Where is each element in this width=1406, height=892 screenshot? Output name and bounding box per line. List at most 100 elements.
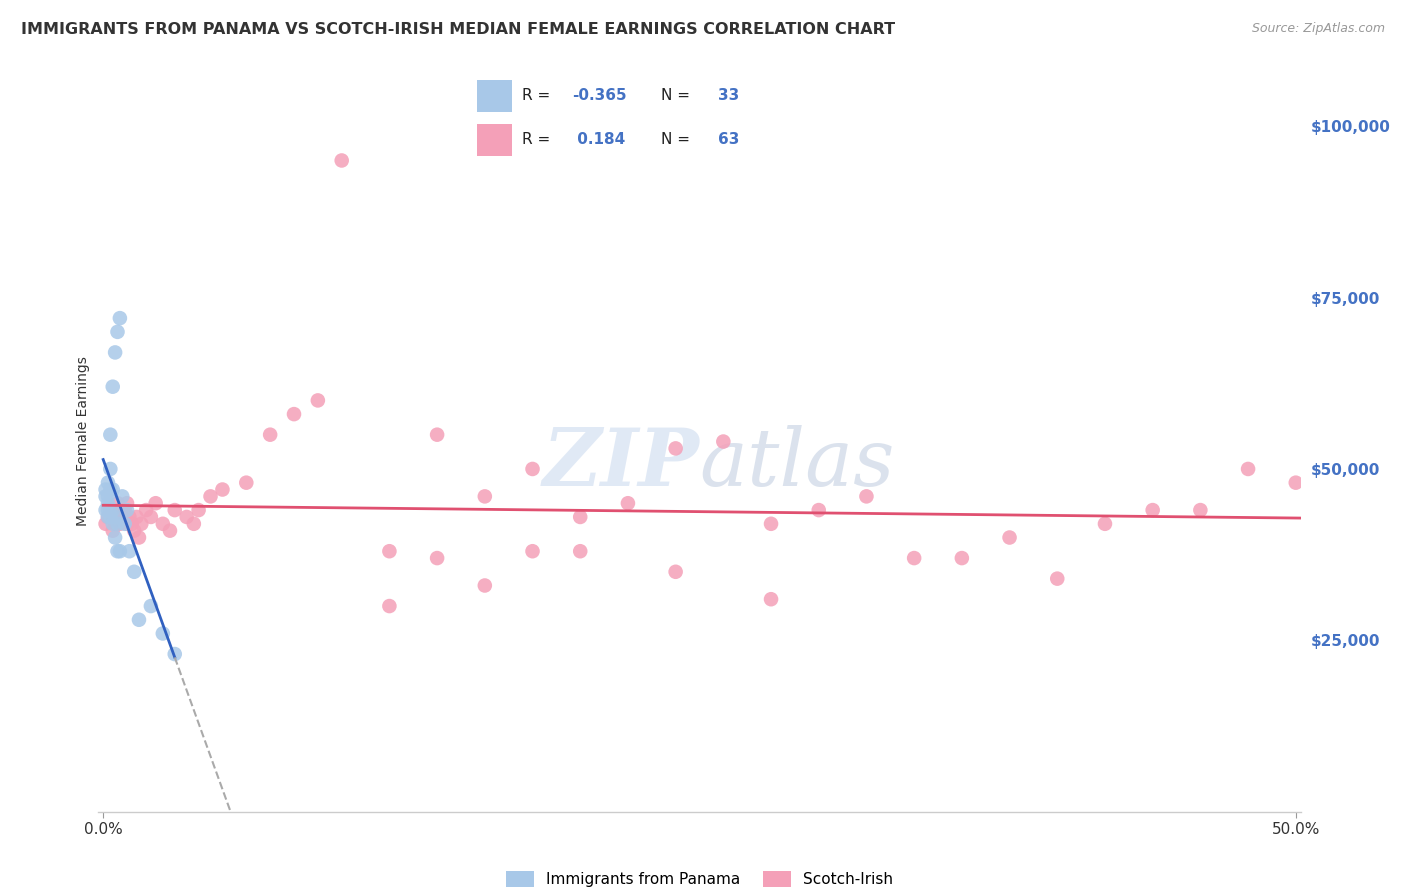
- Point: [426, 427, 449, 442]
- Point: [98, 427, 121, 442]
- Point: [235, 475, 257, 490]
- Point: [97, 503, 120, 517]
- Point: [101, 524, 124, 538]
- Point: [474, 489, 496, 503]
- Text: ZIP: ZIP: [543, 425, 699, 502]
- Point: [107, 496, 129, 510]
- Point: [114, 503, 136, 517]
- Text: N =: N =: [661, 132, 695, 147]
- Point: [128, 613, 150, 627]
- Point: [378, 544, 401, 558]
- Point: [474, 578, 496, 592]
- Point: [101, 516, 124, 531]
- Point: [522, 544, 544, 558]
- Point: [115, 496, 138, 510]
- Point: [94, 516, 117, 531]
- Point: [1046, 572, 1069, 586]
- Point: [1237, 462, 1260, 476]
- Point: [259, 427, 281, 442]
- Point: [104, 503, 127, 517]
- Point: [176, 510, 198, 524]
- Point: [665, 442, 688, 456]
- FancyBboxPatch shape: [478, 124, 512, 156]
- Text: -0.365: -0.365: [572, 88, 627, 103]
- Point: [159, 524, 181, 538]
- Point: [135, 503, 157, 517]
- Point: [125, 510, 148, 524]
- Text: 33: 33: [718, 88, 740, 103]
- Point: [163, 503, 186, 517]
- Point: [107, 510, 129, 524]
- Point: [107, 544, 129, 558]
- Point: [121, 516, 143, 531]
- Point: [1142, 503, 1164, 517]
- Point: [807, 503, 830, 517]
- Point: [522, 462, 544, 476]
- Point: [107, 325, 129, 339]
- Point: [1285, 475, 1308, 490]
- Point: [108, 311, 131, 326]
- Point: [97, 475, 120, 490]
- Point: [115, 516, 138, 531]
- Point: [998, 531, 1021, 545]
- Point: [122, 524, 145, 538]
- Point: [104, 531, 127, 545]
- Text: 0.184: 0.184: [572, 132, 626, 147]
- Text: IMMIGRANTS FROM PANAMA VS SCOTCH-IRISH MEDIAN FEMALE EARNINGS CORRELATION CHART: IMMIGRANTS FROM PANAMA VS SCOTCH-IRISH M…: [21, 22, 896, 37]
- Point: [111, 489, 134, 503]
- Point: [122, 565, 145, 579]
- Point: [101, 510, 124, 524]
- Point: [101, 380, 124, 394]
- Text: R =: R =: [522, 132, 555, 147]
- Point: [101, 503, 124, 517]
- Point: [211, 483, 233, 497]
- Point: [97, 496, 120, 510]
- Point: [104, 516, 127, 531]
- Y-axis label: Median Female Earnings: Median Female Earnings: [76, 357, 90, 526]
- Point: [1189, 503, 1212, 517]
- Point: [617, 496, 640, 510]
- Point: [115, 503, 138, 517]
- Text: 63: 63: [718, 132, 740, 147]
- Text: Source: ZipAtlas.com: Source: ZipAtlas.com: [1251, 22, 1385, 36]
- Point: [108, 516, 131, 531]
- Point: [711, 434, 734, 449]
- Point: [107, 516, 129, 531]
- Point: [330, 153, 353, 168]
- Point: [108, 544, 131, 558]
- Point: [152, 516, 174, 531]
- Point: [118, 544, 141, 558]
- Point: [94, 503, 117, 517]
- Point: [98, 462, 121, 476]
- Point: [283, 407, 305, 421]
- Point: [139, 510, 162, 524]
- Legend: Immigrants from Panama, Scotch-Irish: Immigrants from Panama, Scotch-Irish: [499, 863, 900, 892]
- Point: [145, 496, 167, 510]
- Point: [111, 510, 134, 524]
- Point: [98, 483, 121, 497]
- Point: [94, 489, 117, 503]
- Point: [114, 516, 136, 531]
- Text: atlas: atlas: [699, 425, 894, 502]
- Point: [163, 647, 186, 661]
- Point: [855, 489, 877, 503]
- Point: [426, 551, 449, 566]
- Text: R =: R =: [522, 88, 555, 103]
- Point: [759, 516, 782, 531]
- Point: [94, 483, 117, 497]
- Point: [152, 626, 174, 640]
- Point: [139, 599, 162, 613]
- Point: [378, 599, 401, 613]
- FancyBboxPatch shape: [478, 79, 512, 112]
- Point: [187, 503, 209, 517]
- Point: [569, 544, 592, 558]
- Point: [97, 510, 120, 524]
- Point: [118, 510, 141, 524]
- Point: [569, 510, 592, 524]
- Point: [665, 565, 688, 579]
- Point: [104, 510, 127, 524]
- Point: [950, 551, 973, 566]
- Point: [307, 393, 329, 408]
- Point: [183, 516, 205, 531]
- Point: [98, 503, 121, 517]
